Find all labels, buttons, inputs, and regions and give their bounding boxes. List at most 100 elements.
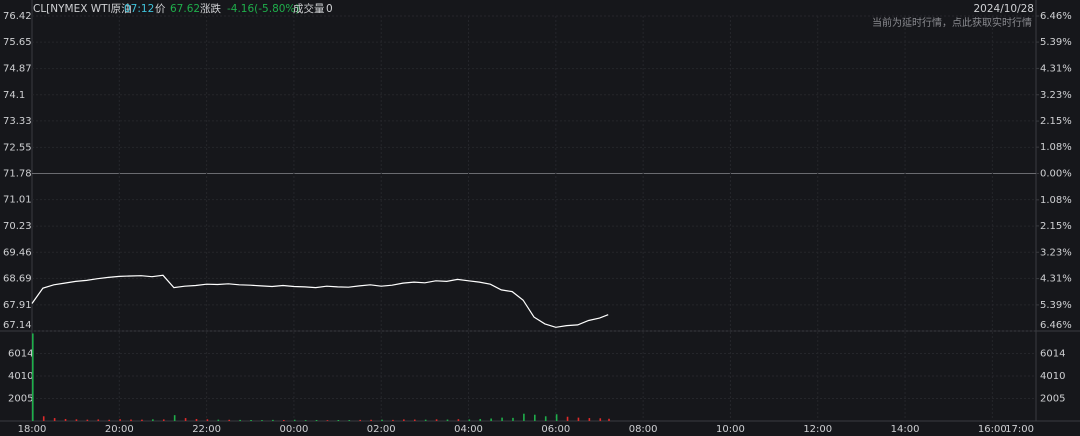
y2-tick-label: 2.15%	[1040, 221, 1072, 232]
symbol: CL[NYMEX WTI原油	[33, 2, 132, 15]
volume: 0	[326, 3, 333, 15]
x-tick-label: 16:00	[978, 424, 1007, 435]
x-tick-label: 22:00	[192, 424, 221, 435]
volume-bar	[173, 415, 176, 421]
volume-bar	[446, 419, 449, 421]
volume-bar	[381, 419, 383, 421]
y2-tick-label: 2.15%	[1040, 116, 1072, 127]
y-tick-label: 72.55	[3, 142, 32, 153]
y2-tick-label: 5.39%	[1040, 300, 1072, 311]
y2-tick-label: 4.31%	[1040, 63, 1072, 74]
volume-bar	[413, 419, 416, 421]
vol-tick-label: 4010	[8, 371, 33, 382]
volume-bar	[293, 419, 296, 421]
volume-bar	[315, 419, 318, 421]
x-tick-label: 17:00	[1005, 424, 1034, 435]
volume-bar	[304, 420, 307, 421]
change: -4.16(-5.80%)	[227, 3, 300, 15]
volume-bar	[392, 419, 394, 421]
y-tick-label: 71.01	[3, 195, 32, 206]
x-tick-label: 14:00	[891, 424, 920, 435]
vol-tick-label: 6014	[1040, 349, 1065, 360]
volume-bar	[217, 419, 220, 421]
y-tick-label: 70.23	[3, 221, 32, 232]
y-tick-label: 68.69	[3, 273, 32, 284]
y-tick-label: 71.78	[3, 169, 32, 180]
x-tick-label: 18:00	[18, 424, 47, 435]
volume-bar	[577, 417, 580, 421]
y-tick-label: 69.46	[3, 247, 32, 258]
volume-bar	[272, 419, 274, 421]
time: 07:12	[124, 3, 154, 15]
volume-bar	[53, 418, 56, 421]
volume-bar	[555, 414, 558, 421]
volume-bar	[468, 419, 471, 421]
volume-bar	[403, 419, 405, 421]
y-tick-label: 67.14	[3, 320, 32, 331]
change-label: 涨跌	[200, 2, 221, 15]
volume-bar	[141, 419, 143, 421]
date: 2024/10/28	[973, 3, 1034, 15]
price: 67.62	[170, 3, 200, 15]
x-tick-label: 02:00	[367, 424, 396, 435]
volume-bar	[283, 419, 285, 421]
volume-bar	[370, 419, 372, 421]
vol-tick-label: 6014	[8, 349, 33, 360]
y2-tick-label: 3.23%	[1040, 90, 1072, 101]
volume-bar	[130, 419, 132, 421]
y2-tick-label: 6.46%	[1040, 320, 1072, 331]
volume-bar	[588, 418, 591, 421]
volume-bar	[501, 417, 503, 421]
price-label: 价	[155, 3, 166, 15]
volume-bar	[608, 418, 610, 421]
volume-bar	[162, 419, 165, 421]
y-tick-label: 67.91	[3, 300, 32, 311]
volume-bar	[152, 419, 154, 421]
volume-bar	[599, 418, 602, 421]
volume-bar	[32, 333, 34, 421]
delay-note[interactable]: 当前为延时行情，点此获取实时行情	[872, 16, 1032, 29]
volume-bar	[435, 419, 438, 421]
x-tick-label: 10:00	[716, 424, 745, 435]
volume-bar	[479, 418, 482, 421]
x-tick-label: 20:00	[105, 424, 134, 435]
x-tick-label: 08:00	[629, 424, 658, 435]
y2-tick-label: 0.00%	[1040, 169, 1072, 180]
volume-bar	[195, 418, 198, 421]
x-tick-label: 00:00	[279, 424, 308, 435]
x-tick-label: 04:00	[454, 424, 483, 435]
volume-bar	[326, 420, 329, 421]
volume-bar	[64, 418, 67, 421]
volume-bar	[75, 419, 78, 421]
volume-bar	[261, 420, 263, 421]
volume-label: 成交量	[293, 2, 325, 15]
y-tick-label: 76.42	[3, 11, 32, 22]
y2-tick-label: 5.39%	[1040, 37, 1072, 48]
volume-bar	[97, 419, 100, 421]
y2-tick-label: 1.08%	[1040, 142, 1072, 153]
volume-bar	[523, 413, 525, 421]
vol-tick-label: 2005	[1040, 393, 1065, 404]
vol-tick-label: 4010	[1040, 371, 1065, 382]
y-tick-label: 74.87	[3, 64, 32, 75]
volume-bar	[359, 419, 361, 421]
y-tick-label: 74.1	[3, 90, 25, 101]
volume-bar	[457, 419, 460, 421]
volume-bar	[490, 418, 492, 421]
volume-bar	[86, 419, 89, 421]
volume-bar	[228, 419, 231, 421]
volume-bar	[348, 420, 351, 421]
y2-tick-label: 6.46%	[1040, 11, 1072, 22]
volume-bar	[108, 419, 110, 421]
volume-bar	[544, 416, 547, 421]
volume-bar	[184, 418, 187, 421]
y2-tick-label: 3.23%	[1040, 247, 1072, 258]
y-tick-label: 73.33	[3, 116, 32, 127]
volume-bar	[239, 419, 241, 421]
volume-bar	[512, 417, 514, 421]
volume-bar	[250, 419, 252, 421]
volume-bar	[119, 419, 121, 421]
x-tick-label: 12:00	[803, 424, 832, 435]
